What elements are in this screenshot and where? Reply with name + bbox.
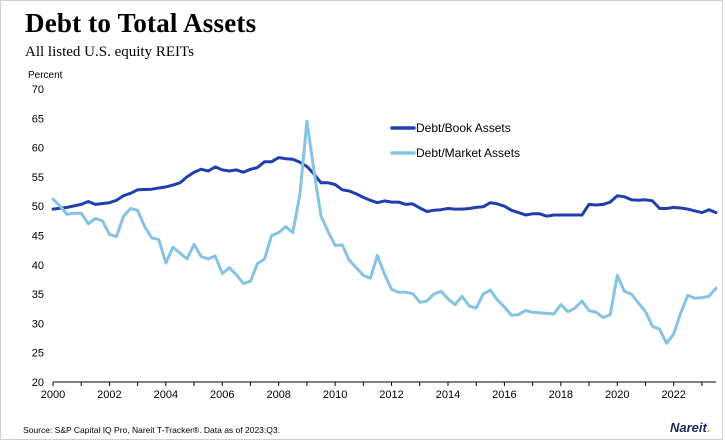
x-tick-label: 2006 — [210, 389, 234, 401]
logo-dot: . — [706, 420, 711, 435]
nareit-logo: Nareit. — [670, 420, 710, 435]
legend: Debt/Book Assets Debt/Market Assets — [390, 121, 520, 160]
x-tick-label: 2016 — [492, 389, 516, 401]
y-tick-label: 20 — [32, 377, 44, 389]
x-tick-label: 2020 — [605, 389, 629, 401]
x-tick-label: 2004 — [154, 389, 178, 401]
x-tick-label: 2012 — [379, 389, 403, 401]
y-axis: 20 25 30 35 40 45 50 55 60 65 70 — [32, 84, 44, 389]
y-tick-label: 30 — [32, 318, 44, 330]
y-tick-label: 25 — [32, 348, 44, 360]
legend-label: Debt/Market Assets — [416, 146, 520, 160]
chart-subtitle: All listed U.S. equity REITs — [25, 44, 194, 60]
x-tick-label: 2014 — [436, 389, 460, 401]
series-layer — [51, 119, 718, 345]
y-tick-label: 55 — [32, 172, 44, 184]
x-tick-label: 2002 — [97, 389, 121, 401]
x-axis: 2000 2002 2004 2006 2008 2010 2012 2014 2016 2018… — [41, 381, 716, 401]
x-tick-label: 2008 — [266, 389, 290, 401]
x-tick-label: 2022 — [661, 389, 685, 401]
y-tick-label: 65 — [32, 113, 44, 125]
x-tick-label: 2018 — [549, 389, 573, 401]
y-tick-label: 40 — [32, 260, 44, 272]
chart-title: Debt to Total Assets — [25, 8, 257, 38]
series-line-debt-market-assets — [51, 119, 718, 345]
logo-text: Nareit — [670, 420, 707, 435]
x-tick-label: 2000 — [41, 389, 65, 401]
series-line-debt-book-assets — [51, 156, 718, 218]
y-tick-label: 35 — [32, 289, 44, 301]
y-axis-unit-label: Percent — [28, 70, 63, 81]
x-tick-label: 2010 — [323, 389, 347, 401]
y-tick-label: 70 — [32, 84, 44, 96]
y-tick-label: 50 — [32, 201, 44, 213]
source-note: Source: S&P Capital IQ Pro, Nareit T-Tra… — [23, 425, 280, 435]
y-tick-label: 45 — [32, 231, 44, 243]
legend-label: Debt/Book Assets — [416, 121, 511, 135]
y-tick-label: 60 — [32, 143, 44, 155]
